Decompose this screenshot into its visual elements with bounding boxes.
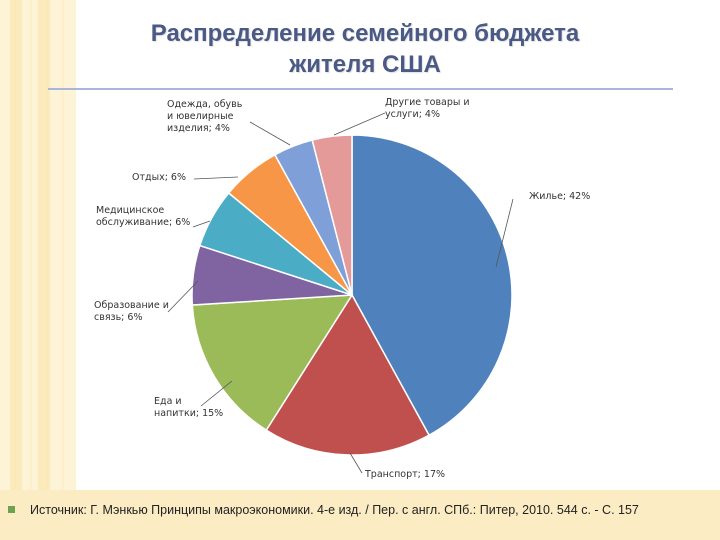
slice-label-5: Медицинское обслуживание; 6% <box>96 205 190 228</box>
slide-title-line1: Распределение семейного бюджета <box>150 20 580 47</box>
title-divider <box>48 88 673 90</box>
slide-title-line2: жителя США <box>289 51 441 78</box>
pie-slice-1 <box>351 134 513 437</box>
source-note: Источник: Г. Мэнкью Принципы макроэконом… <box>30 503 639 517</box>
bullet-icon <box>8 506 15 513</box>
chart-panel: Жилье; 42% Транспорт; 17% Еда и напитки; 15… <box>82 95 626 490</box>
slice-label-4: Образование и связь; 6% <box>94 300 169 323</box>
pie-chart: Жилье; 42% Транспорт; 17% Еда и напитки; 15… <box>94 97 590 480</box>
slide-title: Распределение семейного бюджета жителя С… <box>100 18 630 80</box>
leader-line-3 <box>200 380 233 407</box>
pie-slice-8 <box>311 134 353 296</box>
slice-label-7: Одежда, обувь и ювелирные изделия; 4% <box>167 99 243 134</box>
leader-line-1 <box>495 198 514 268</box>
slice-label-6: Отдых; 6% <box>132 172 186 183</box>
slice-label-3: Еда и напитки; 15% <box>154 396 223 419</box>
slice-label-1: Жилье; 42% <box>529 191 590 202</box>
slice-label-2: Транспорт; 17% <box>364 469 445 480</box>
pie-slice-3 <box>191 294 354 432</box>
leader-line-5 <box>192 220 211 228</box>
leader-line-2 <box>349 452 363 474</box>
leader-line-6 <box>193 176 239 180</box>
leader-line-7 <box>249 121 291 146</box>
background-left-band <box>0 0 76 540</box>
pie-slice-2 <box>265 293 431 456</box>
leader-line-4 <box>167 280 199 313</box>
slice-label-8: Другие товары и услуги; 4% <box>385 97 470 120</box>
background-bottom-band <box>0 490 720 540</box>
leader-line-8 <box>333 112 386 136</box>
